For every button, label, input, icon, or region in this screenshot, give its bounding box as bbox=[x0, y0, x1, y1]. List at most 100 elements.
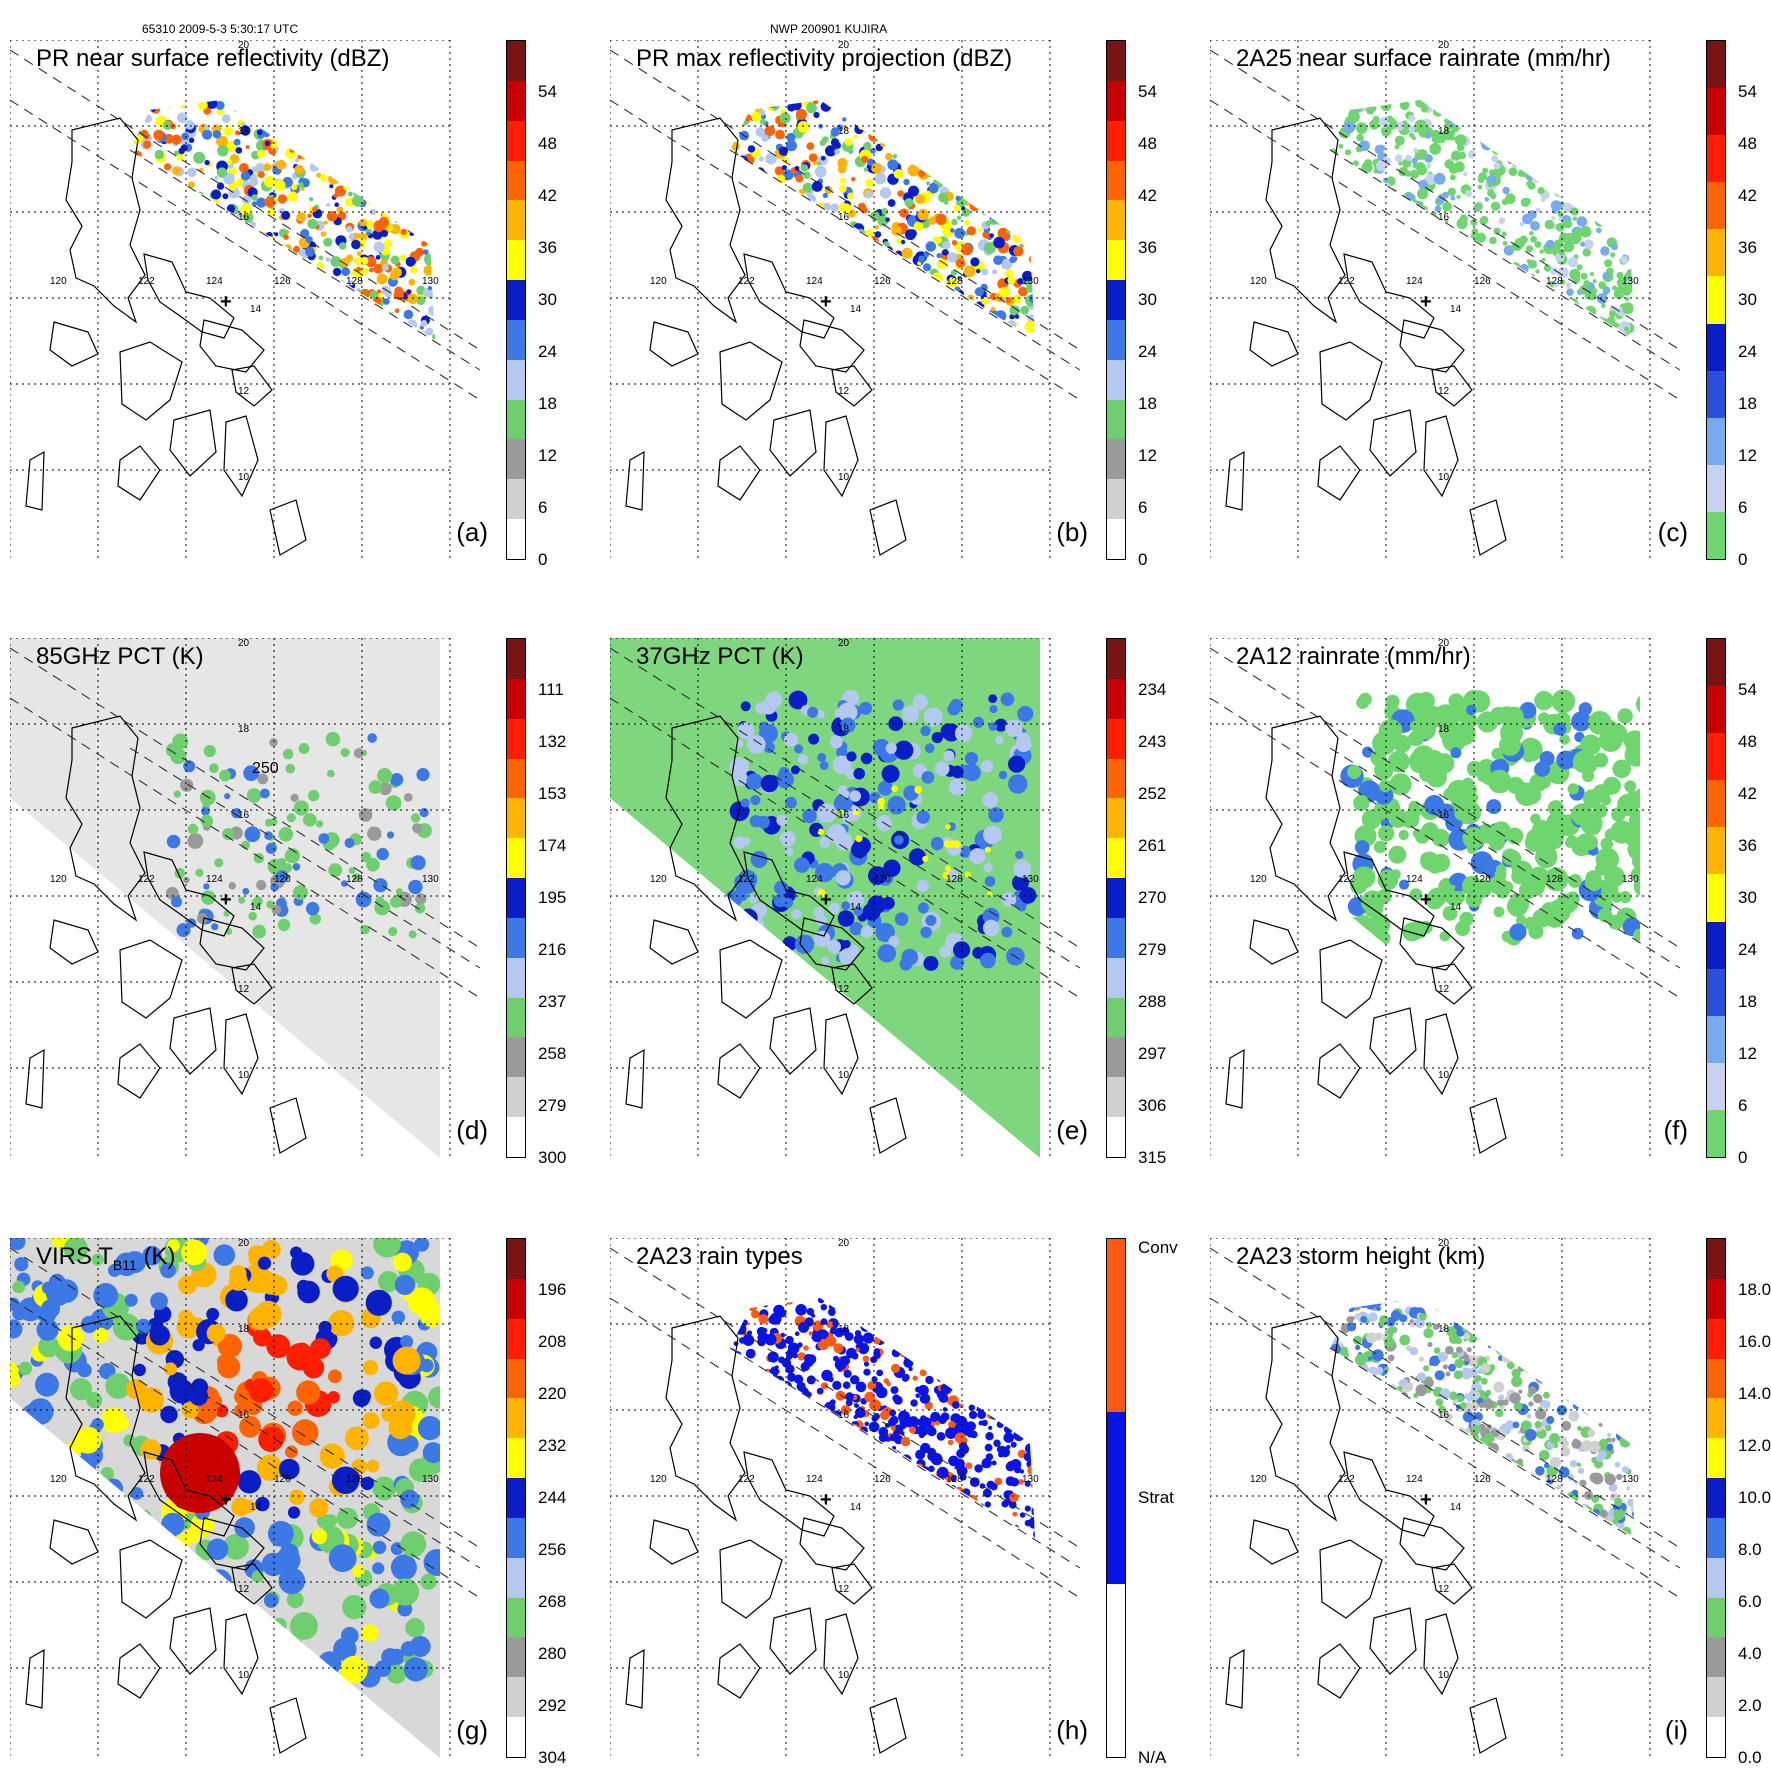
colorbar-segment bbox=[1707, 1278, 1725, 1319]
colorbar-segment bbox=[507, 1637, 525, 1678]
colorbar-segment bbox=[507, 359, 525, 400]
coastline bbox=[625, 1315, 907, 1754]
colorbar-ticks: 54 48 42 36 30 24 18 12 6 0 bbox=[530, 40, 590, 569]
colorbar-segment bbox=[507, 718, 525, 759]
colorbar-segment bbox=[507, 439, 525, 480]
colorbar-segment bbox=[1107, 997, 1125, 1038]
longitude-label: 130 bbox=[1022, 276, 1039, 287]
swath-edge bbox=[129, 747, 481, 969]
longitude-label: 124 bbox=[806, 276, 823, 287]
colorbar-tick-label: 54 bbox=[1138, 82, 1157, 101]
colorbar-segment bbox=[1707, 88, 1725, 136]
panel-b: 20 18 16 14 12 10 120 122 124 126 128 130 + PR max re… bbox=[610, 40, 1157, 569]
panel-title: PR near surface reflectivity (dBZ) bbox=[36, 45, 390, 72]
panel-letter: (e) bbox=[1056, 1115, 1088, 1145]
colorbar-tick-label: 195 bbox=[538, 888, 567, 907]
colorbar-tick-label: 6 bbox=[1138, 498, 1148, 517]
map-d: 20 18 16 14 12 10 120 122 124 126 128 130 +250 bbox=[10, 638, 481, 1158]
colorbar-tick-label: 304 bbox=[538, 1748, 567, 1767]
latitude-label: 20 bbox=[238, 40, 250, 51]
colorbar-segment bbox=[1707, 968, 1725, 1016]
colorbar-tick-label: 279 bbox=[1138, 940, 1167, 959]
contour-label: 250 bbox=[252, 760, 279, 777]
storm-center-marker: + bbox=[820, 291, 832, 313]
colorbar-tick-label: 48 bbox=[1138, 134, 1157, 153]
latitude-label: 18 bbox=[838, 1324, 850, 1335]
map-f: 20 18 16 14 12 10 120 122 124 126 128 130 + bbox=[1210, 638, 1681, 1158]
colorbar-tick-label: 24 bbox=[1138, 342, 1157, 361]
colorbar-tick-label: 24 bbox=[1738, 940, 1757, 959]
latitude-label: 16 bbox=[1438, 810, 1450, 821]
latitude-label: 10 bbox=[238, 472, 250, 483]
longitude-label: 122 bbox=[138, 874, 155, 885]
colorbar-segment bbox=[1107, 957, 1125, 998]
longitude-label: 126 bbox=[874, 276, 891, 287]
colorbar-segment bbox=[1107, 160, 1125, 201]
colorbar bbox=[1106, 1238, 1126, 1758]
storm-center-marker: + bbox=[820, 889, 832, 911]
colorbar-segment bbox=[1107, 838, 1125, 879]
longitude-label: 122 bbox=[1338, 276, 1355, 287]
panel-title: 2A23 rain types bbox=[636, 1243, 803, 1270]
coastline bbox=[625, 715, 907, 1154]
panel-title: 2A25 near surface rainrate (mm/hr) bbox=[1236, 45, 1611, 72]
colorbar-segment bbox=[507, 1438, 525, 1479]
colorbar-segment bbox=[1107, 878, 1125, 918]
longitude-label: 120 bbox=[650, 1474, 667, 1485]
colorbar-tick-label: 48 bbox=[1738, 732, 1757, 751]
colorbar-tick-label: 54 bbox=[1738, 82, 1757, 101]
colorbar-segment bbox=[1707, 1239, 1725, 1279]
coastline bbox=[1225, 1315, 1507, 1754]
storm-center-marker: + bbox=[820, 1489, 832, 1511]
colorbar-ticks: Conv Strat N/A bbox=[1130, 1238, 1190, 1767]
colorbar-tick-label: Strat bbox=[1138, 1488, 1174, 1507]
colorbar-tick-label: 270 bbox=[1138, 888, 1167, 907]
storm-center-marker: + bbox=[1420, 1489, 1432, 1511]
panel-letter: (h) bbox=[1056, 1715, 1088, 1745]
colorbar-tick-label: 196 bbox=[538, 1280, 567, 1299]
longitude-label: 124 bbox=[206, 1474, 223, 1485]
colorbar-tick-label: 0 bbox=[1738, 550, 1748, 569]
colorbar-segment bbox=[1707, 41, 1725, 89]
graticule bbox=[10, 638, 451, 1158]
swath-edge bbox=[610, 1247, 1081, 1549]
colorbar bbox=[1106, 40, 1126, 560]
colorbar-tick-label: 315 bbox=[1138, 1148, 1167, 1167]
latitude-label: 18 bbox=[838, 126, 850, 137]
colorbar-segment bbox=[507, 80, 525, 121]
colorbar-tick-label: 0 bbox=[538, 550, 548, 569]
longitude-label: 122 bbox=[138, 1474, 155, 1485]
longitude-label: 122 bbox=[738, 276, 755, 287]
longitude-label: 122 bbox=[1338, 1474, 1355, 1485]
colorbar-tick-label: 2.0 bbox=[1738, 1696, 1762, 1715]
colorbar-tick-label: 16.0 bbox=[1738, 1332, 1771, 1351]
longitude-label: 130 bbox=[422, 276, 439, 287]
latitude-label: 16 bbox=[838, 810, 850, 821]
colorbar-segment bbox=[507, 1318, 525, 1359]
colorbar-segment bbox=[1707, 182, 1725, 230]
colorbar-segment bbox=[1707, 1062, 1725, 1110]
map-g: 20 18 16 14 12 10 120 122 124 126 128 130 + bbox=[10, 1238, 481, 1758]
colorbar-segment bbox=[507, 957, 525, 998]
colorbar-ticks: 234 243 252 261 270 279 288 297 306 315 bbox=[1130, 638, 1190, 1167]
longitude-label: 120 bbox=[650, 874, 667, 885]
colorbar-segment bbox=[1107, 758, 1125, 799]
colorbar-segment bbox=[1707, 1398, 1725, 1439]
colorbar-tick-label: 0.0 bbox=[1738, 1748, 1762, 1767]
swath-edge bbox=[1210, 99, 1681, 401]
colorbar-tick-label: 30 bbox=[1738, 888, 1757, 907]
coastline bbox=[25, 1315, 307, 1754]
coastline bbox=[1225, 715, 1507, 1154]
colorbar-segment bbox=[1707, 1318, 1725, 1359]
colorbar-segment bbox=[1707, 1717, 1725, 1757]
storm-center-marker: + bbox=[220, 1489, 232, 1511]
storm-header: NWP 200901 KUJIRA bbox=[770, 22, 888, 36]
colorbar-segment bbox=[1107, 200, 1125, 241]
swath-edge bbox=[610, 1297, 1081, 1599]
longitude-label: 130 bbox=[422, 1474, 439, 1485]
longitude-label: 120 bbox=[1250, 874, 1267, 885]
colorbar-segment bbox=[1107, 120, 1125, 161]
graticule bbox=[10, 1238, 451, 1758]
colorbar-tick-label: 237 bbox=[538, 992, 567, 1011]
b-data-field bbox=[730, 100, 1035, 340]
